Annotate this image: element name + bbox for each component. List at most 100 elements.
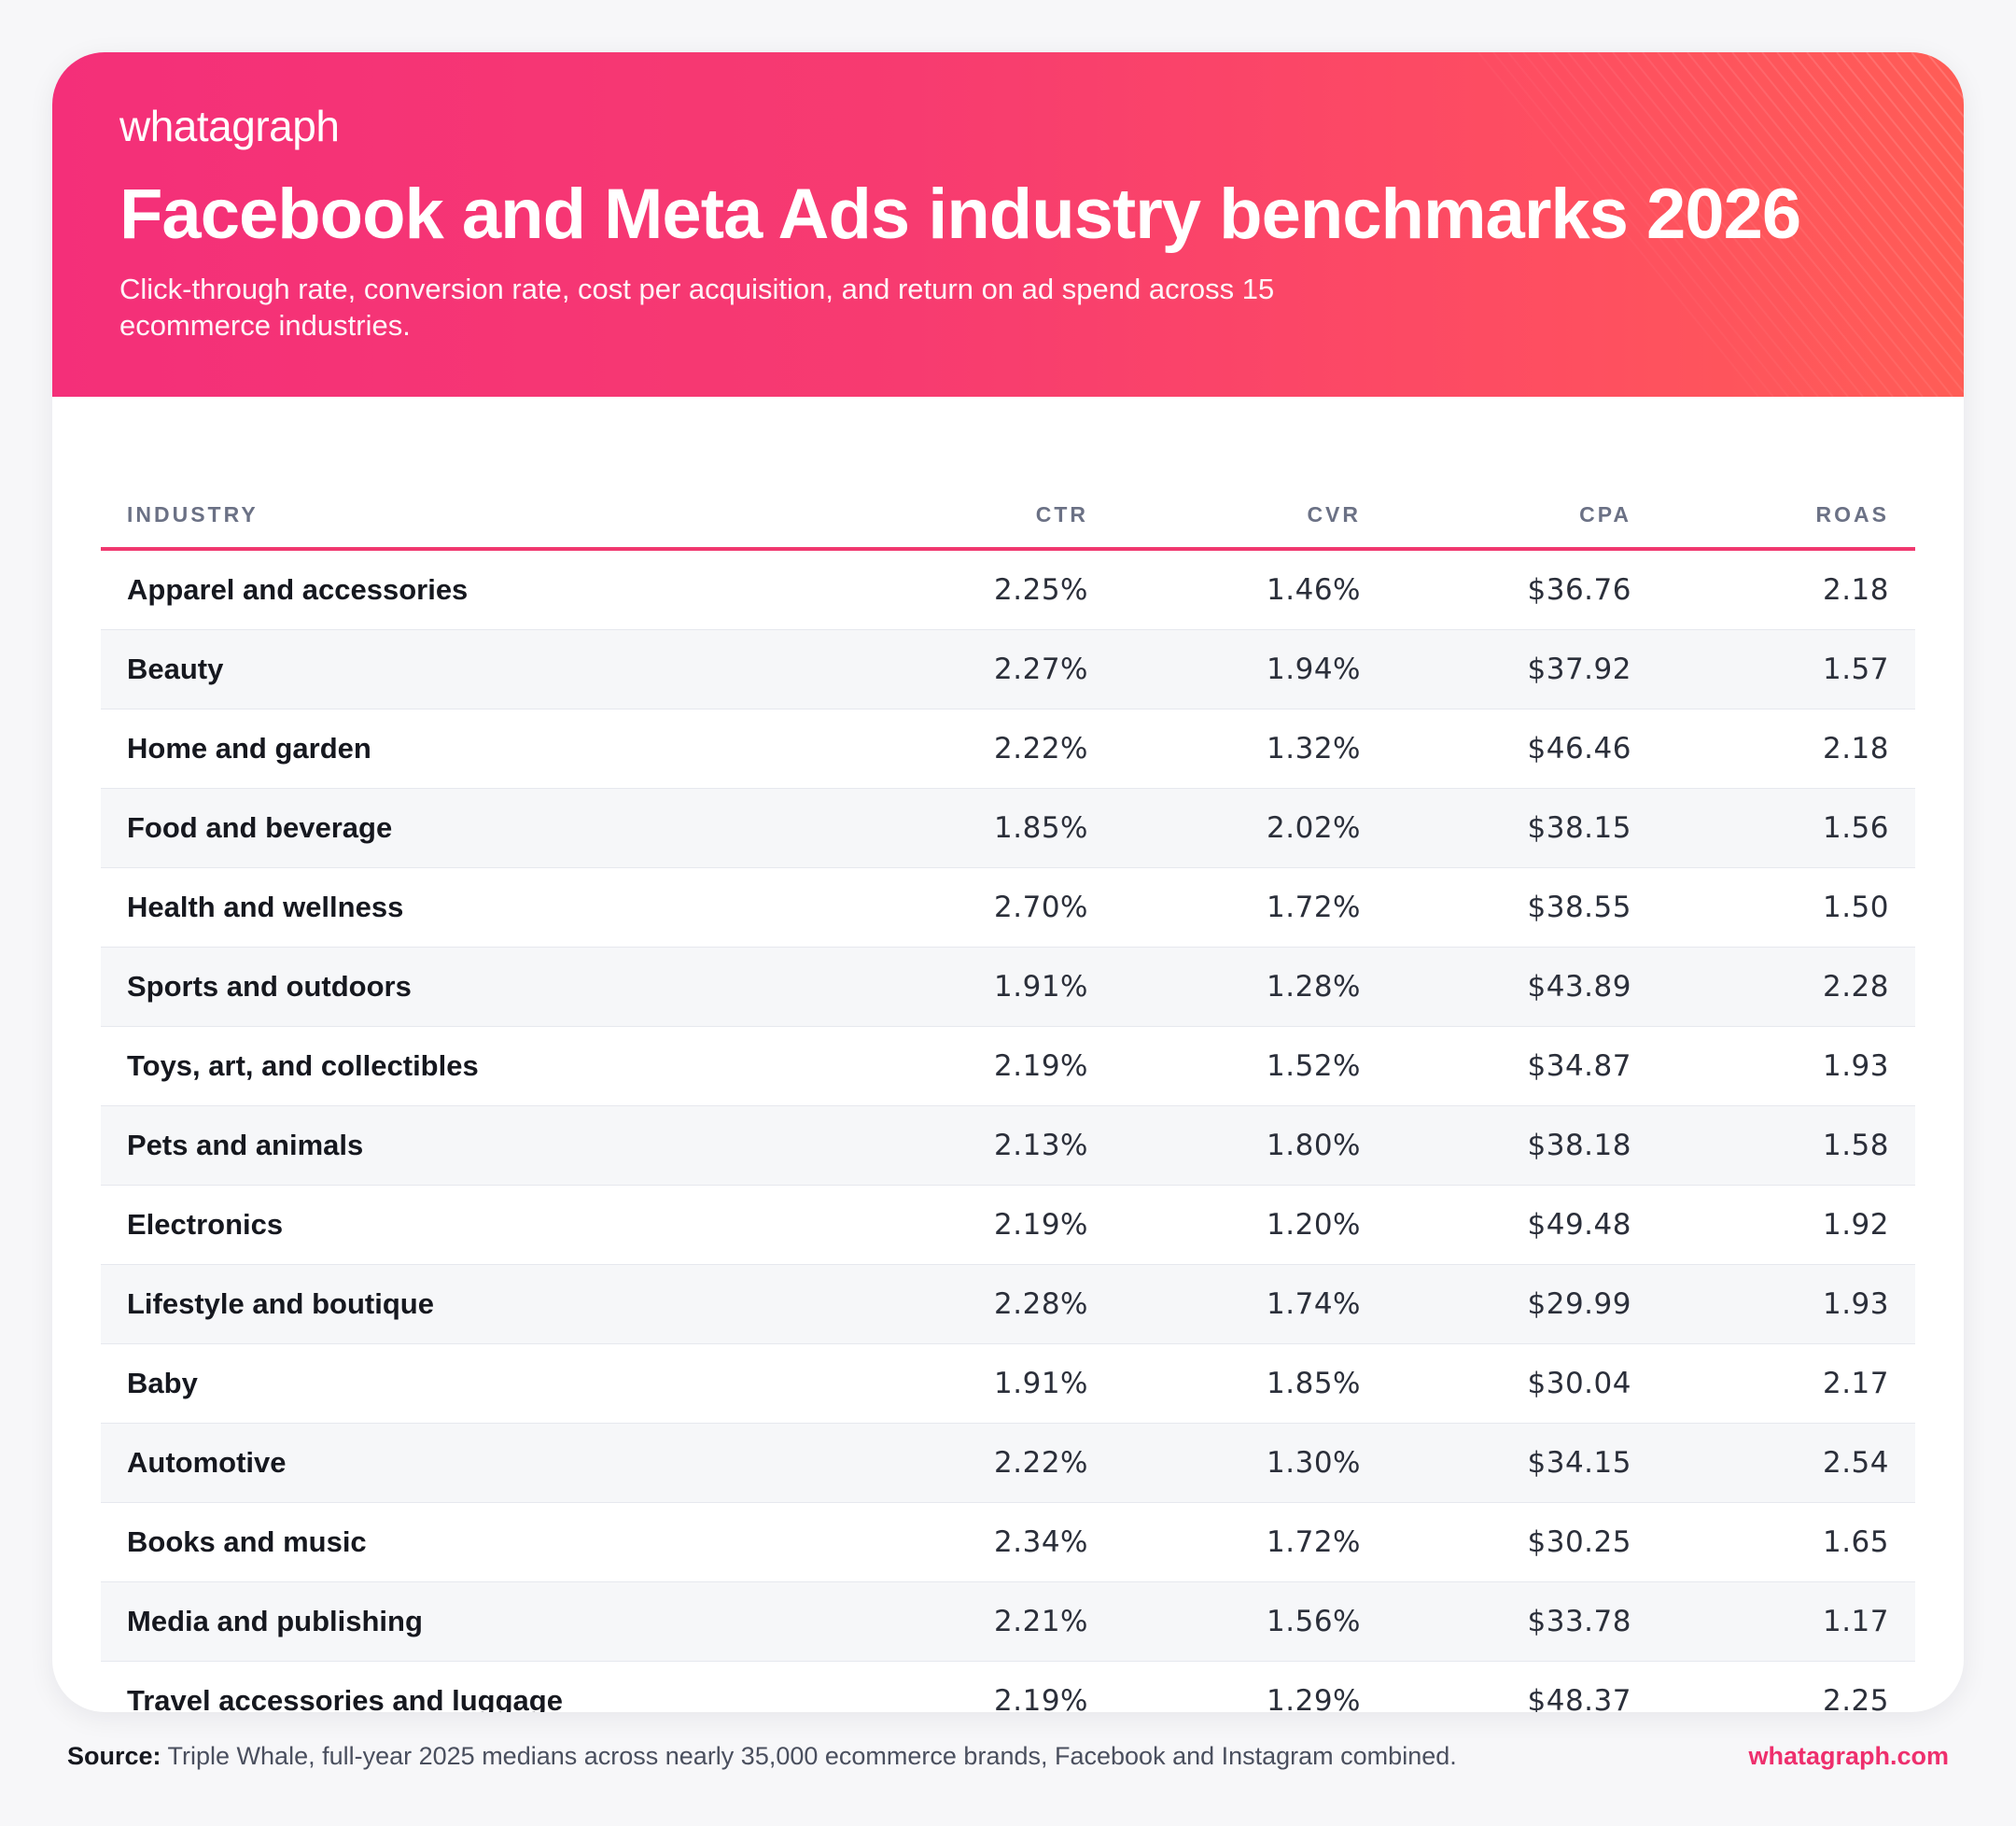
value-cell-roas: 1.93: [1658, 1026, 1915, 1106]
stripe-line: [1687, 52, 1964, 394]
value-cell-cvr: 1.72%: [1114, 867, 1387, 948]
stripe-line: [1881, 52, 1964, 155]
industry-cell: Beauty: [101, 629, 847, 709]
column-header-industry: INDUSTRY: [101, 482, 847, 551]
value-cell-roas: 1.92: [1658, 1185, 1915, 1265]
stripe-line: [1806, 52, 1964, 247]
value-cell-cpa: $34.15: [1387, 1423, 1658, 1503]
stripe-line: [1776, 52, 1964, 284]
value-cell-cpa: $33.78: [1387, 1581, 1658, 1662]
page-title: Facebook and Meta Ads industry benchmark…: [119, 175, 1801, 254]
stripe-line: [1851, 52, 1964, 192]
industry-cell: Home and garden: [101, 709, 847, 789]
industry-cell: Pets and animals: [101, 1105, 847, 1186]
column-header-ctr: CTR: [847, 482, 1114, 551]
stripe-line: [1597, 52, 1879, 397]
table-row: Media and publishing 2.21% 1.56% $33.78 1.17: [101, 1581, 1915, 1662]
industry-cell: Electronics: [101, 1185, 847, 1265]
benchmark-table-wrap: INDUSTRY CTR CVR CPA ROAS Apparel and access…: [101, 482, 1915, 1712]
value-cell-cvr: 1.30%: [1114, 1423, 1387, 1503]
table-header-row: INDUSTRY CTR CVR CPA ROAS: [101, 482, 1915, 551]
table-row: Beauty 2.27% 1.94% $37.92 1.57: [101, 629, 1915, 709]
value-cell-ctr: 2.21%: [847, 1581, 1114, 1662]
value-cell-cpa: $30.04: [1387, 1343, 1658, 1424]
industry-cell: Travel accessories and luggage: [127, 1684, 563, 1712]
value-cell-roas: 1.50: [1658, 867, 1915, 948]
page-subtitle: Click-through rate, conversion rate, cos…: [119, 273, 1275, 342]
value-cell-ctr: 2.19%: [994, 1684, 1088, 1712]
value-cell-cvr: 1.94%: [1114, 629, 1387, 709]
industry-cell: Sports and outdoors: [101, 947, 847, 1027]
site-link[interactable]: whatagraph.com: [1748, 1742, 1949, 1770]
stripe-line: [1836, 52, 1964, 210]
column-header-cvr: CVR: [1114, 482, 1387, 551]
value-cell-ctr: 2.13%: [847, 1105, 1114, 1186]
value-cell-roas: 1.93: [1658, 1264, 1915, 1344]
value-cell-ctr: 2.22%: [847, 1423, 1114, 1503]
table-row: Home and garden 2.22% 1.32% $46.46 2.18: [101, 709, 1915, 789]
industry-cell: Health and wellness: [101, 867, 847, 948]
value-cell-cvr: 1.29%: [1267, 1684, 1361, 1712]
value-cell-ctr: 1.85%: [847, 788, 1114, 868]
value-cell-cpa: $36.76: [1387, 549, 1658, 630]
value-cell-ctr: 2.22%: [847, 709, 1114, 789]
stripe-line: [1791, 52, 1964, 265]
value-cell-ctr: 2.28%: [847, 1264, 1114, 1344]
stripe-pattern: [1507, 52, 1964, 397]
table-row: Food and beverage 1.85% 2.02% $38.15 1.56: [101, 788, 1915, 868]
stripe-line: [1761, 52, 1964, 302]
table-row: Automotive 2.22% 1.30% $34.15 2.54: [101, 1423, 1915, 1503]
value-cell-roas: 1.65: [1658, 1502, 1915, 1582]
stripe-line: [1582, 52, 1864, 397]
value-cell-ctr: 2.19%: [847, 1185, 1114, 1265]
benchmark-card: whatagraph Facebook and Meta Ads industr…: [52, 52, 1964, 1712]
stripe-line: [1507, 52, 1789, 397]
value-cell-ctr: 2.25%: [847, 549, 1114, 630]
industry-cell: Media and publishing: [101, 1581, 847, 1662]
value-cell-roas: 2.17: [1658, 1343, 1915, 1424]
stripe-line: [1627, 52, 1909, 397]
value-cell-cvr: 1.74%: [1114, 1264, 1387, 1344]
industry-cell: Lifestyle and boutique: [101, 1264, 847, 1344]
stripe-line: [1552, 52, 1834, 397]
table-row: Lifestyle and boutique 2.28% 1.74% $29.99 1.…: [101, 1264, 1915, 1344]
table-row: Health and wellness 2.70% 1.72% $38.55 1.50: [101, 867, 1915, 948]
stripe-line: [1567, 52, 1849, 397]
value-cell-ctr: 2.70%: [847, 867, 1114, 948]
value-cell-cpa: $49.48: [1387, 1185, 1658, 1265]
stripe-line: [1672, 52, 1953, 397]
stripe-line: [1896, 52, 1964, 137]
table-body: Apparel and accessories 2.25% 1.46% $36.76 2…: [101, 549, 1915, 1712]
source-label: Source:: [67, 1742, 161, 1770]
stripe-line: [1657, 52, 1939, 397]
table-row: Electronics 2.19% 1.20% $49.48 1.92: [101, 1185, 1915, 1265]
value-cell-cpa: $38.18: [1387, 1105, 1658, 1186]
value-cell-roas: 1.17: [1658, 1581, 1915, 1662]
stripe-line: [1537, 52, 1819, 397]
stripe-line: [1642, 52, 1924, 397]
value-cell-cvr: 2.02%: [1114, 788, 1387, 868]
table-row: Sports and outdoors 1.91% 1.28% $43.89 2.28: [101, 947, 1915, 1027]
column-header-roas: ROAS: [1658, 482, 1915, 551]
industry-cell: Books and music: [101, 1502, 847, 1582]
value-cell-cvr: 1.80%: [1114, 1105, 1387, 1186]
value-cell-cvr: 1.56%: [1114, 1581, 1387, 1662]
benchmark-table: INDUSTRY CTR CVR CPA ROAS Apparel and access…: [101, 482, 1915, 1712]
value-cell-cvr: 1.72%: [1114, 1502, 1387, 1582]
value-cell-roas: 1.58: [1658, 1105, 1915, 1186]
value-cell-cvr: 1.46%: [1114, 549, 1387, 630]
industry-cell: Food and beverage: [101, 788, 847, 868]
value-cell-cpa: $38.55: [1387, 867, 1658, 948]
table-row: Books and music 2.34% 1.72% $30.25 1.65: [101, 1502, 1915, 1582]
value-cell-cpa: $34.87: [1387, 1026, 1658, 1106]
value-cell-ctr: 2.19%: [847, 1026, 1114, 1106]
table-row: Apparel and accessories 2.25% 1.46% $36.76 2…: [101, 549, 1915, 630]
industry-cell: Baby: [101, 1343, 847, 1424]
value-cell-ctr: 1.91%: [847, 1343, 1114, 1424]
value-cell-roas: 2.28: [1658, 947, 1915, 1027]
value-cell-cpa: $37.92: [1387, 629, 1658, 709]
stripe-line: [1746, 52, 1964, 320]
value-cell-ctr: 2.27%: [847, 629, 1114, 709]
brand-logo: whatagraph: [119, 102, 340, 150]
stripe-line: [1612, 52, 1894, 397]
